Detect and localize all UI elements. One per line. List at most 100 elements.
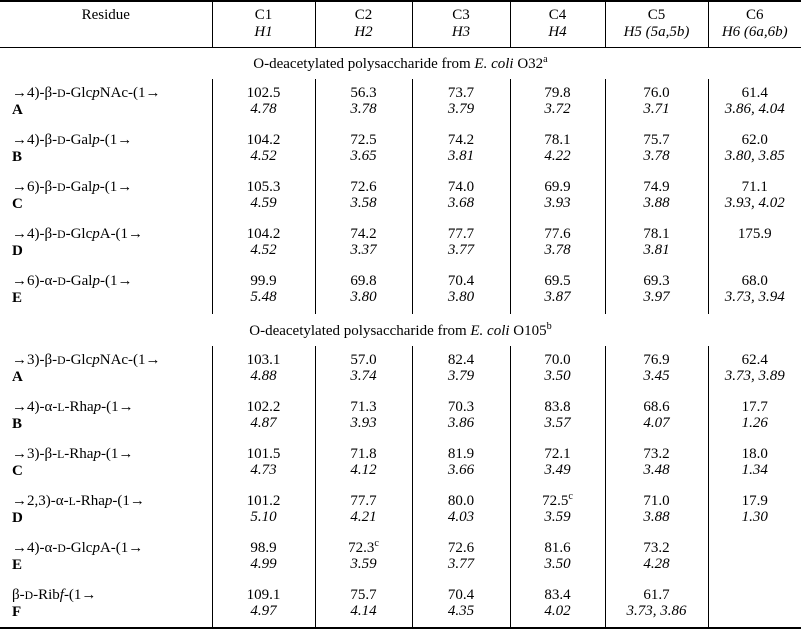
italic-text: f bbox=[59, 587, 64, 603]
carbon-shift-value: 69.3 bbox=[643, 273, 670, 289]
shift-cell: 79.8 3.72 bbox=[509, 79, 605, 126]
shift-cell: 80.0 4.03 bbox=[411, 487, 510, 534]
proton-header: H6 (6a,6b) bbox=[721, 24, 788, 40]
text-segment: -Glc bbox=[65, 352, 93, 368]
shift-cell: 68.0 3.73, 3.94 bbox=[707, 267, 801, 314]
shift-cell: 71.8 4.12 bbox=[314, 440, 412, 487]
residue-name: β-D-Ribf-(1→ bbox=[12, 587, 211, 604]
proton-shift-value: 3.80 bbox=[447, 289, 475, 305]
table-row: β-D-Ribf-(1→ F 109.1 4.97 75.7 4.14 70.4 4.35 83… bbox=[0, 581, 801, 628]
carbon-shift-value: 77.7 bbox=[350, 493, 377, 509]
carbon-shift-value: 99.9 bbox=[250, 273, 277, 289]
smallcaps-text: D bbox=[57, 228, 66, 241]
residue-cell: →2,3)-α-L-Rhap-(1→ D bbox=[0, 487, 212, 534]
residue-label: F bbox=[12, 604, 22, 620]
smallcaps-text: D bbox=[24, 589, 34, 602]
text-segment: →6)-α- bbox=[12, 273, 58, 289]
proton-shift-value: 3.73, 3.94 bbox=[724, 289, 785, 305]
proton-shift-value: 4.03 bbox=[447, 509, 475, 525]
carbon-shift-value: 83.8 bbox=[544, 399, 571, 415]
proton-shift-value: 3.78 bbox=[643, 148, 670, 164]
proton-shift-value: 5.48 bbox=[250, 289, 277, 305]
residue-label: E bbox=[12, 290, 23, 306]
footnote-marker: c bbox=[568, 491, 573, 502]
carbon-shift-value: 71.3 bbox=[350, 399, 377, 415]
column-header-c4: C4 H4 bbox=[509, 1, 605, 47]
carbon-shift-value: 72.6 bbox=[350, 179, 377, 195]
shift-cell: 104.2 4.52 bbox=[211, 220, 315, 267]
table-row: →6)-α-D-Galp-(1→ E 99.9 5.48 69.8 3.80 70.4 3.8… bbox=[0, 267, 801, 314]
carbon-shift-value: 69.5 bbox=[544, 273, 571, 289]
carbon-shift-value: 102.2 bbox=[246, 399, 281, 415]
proton-shift-value: 4.52 bbox=[250, 242, 277, 258]
proton-shift-value: 3.88 bbox=[643, 195, 670, 211]
shift-cell: 70.4 4.35 bbox=[411, 581, 510, 628]
carbon-shift-value: 74.2 bbox=[350, 226, 377, 242]
carbon-shift-value: 17.9 bbox=[741, 493, 768, 509]
shift-cell: 78.1 3.81 bbox=[604, 220, 708, 267]
proton-shift-value: 3.87 bbox=[544, 289, 571, 305]
residue-name: →3)-β-L-Rhap-(1→ bbox=[12, 446, 211, 463]
shift-cell: 69.5 3.87 bbox=[509, 267, 605, 314]
carbon-shift-value: 70.4 bbox=[447, 587, 475, 603]
proton-shift-value: 3.37 bbox=[350, 242, 377, 258]
carbon-shift-value: 102.5 bbox=[246, 85, 281, 101]
proton-shift-value: 4.12 bbox=[350, 462, 377, 478]
proton-shift-value: 3.48 bbox=[643, 462, 670, 478]
section-title: O-deacetylated polysaccharide from E. co… bbox=[0, 47, 801, 79]
residue-name: →4)-α-L-Rhap-(1→ bbox=[12, 399, 211, 416]
shift-cell: 72.5c 3.59 bbox=[509, 487, 605, 534]
shift-cell: 56.3 3.78 bbox=[314, 79, 412, 126]
carbon-shift-value: 61.7 bbox=[643, 587, 670, 603]
proton-shift-value: 3.78 bbox=[544, 242, 571, 258]
proton-shift-value: 3.93 bbox=[544, 195, 571, 211]
proton-shift-value: 1.26 bbox=[741, 415, 768, 431]
proton-shift-value: 1.30 bbox=[741, 509, 768, 525]
proton-shift-value: 3.50 bbox=[544, 368, 571, 384]
proton-header: H1 bbox=[254, 24, 273, 40]
residue-name: →2,3)-α-L-Rhap-(1→ bbox=[12, 493, 211, 510]
shift-cell: 81.6 3.50 bbox=[509, 534, 605, 581]
table-row: →4)-β-D-GlcpA-(1→ D 104.2 4.52 74.2 3.37 77.7 3… bbox=[0, 220, 801, 267]
proton-shift-value: 3.65 bbox=[350, 148, 377, 164]
residue-cell: →4)-β-D-GlcpA-(1→ D bbox=[0, 220, 212, 267]
column-header-c3: C3 H3 bbox=[411, 1, 510, 47]
carbon-shift-value: 75.7 bbox=[643, 132, 670, 148]
table-row: →6)-β-D-Galp-(1→ C 105.3 4.59 72.6 3.58 74.0 3.… bbox=[0, 173, 801, 220]
proton-shift-value: 3.79 bbox=[447, 368, 475, 384]
shift-cell: 75.7 3.78 bbox=[604, 126, 708, 173]
sup-text: a bbox=[543, 54, 548, 66]
shift-cell: 75.7 4.14 bbox=[314, 581, 412, 628]
carbon-shift-value: 77.6 bbox=[544, 226, 571, 242]
column-header-c6: C6 H6 (6a,6b) bbox=[707, 1, 801, 47]
residue-label: C bbox=[12, 196, 23, 212]
proton-shift-value: 3.97 bbox=[643, 289, 670, 305]
italic-text: p bbox=[92, 273, 100, 289]
text-segment: -Rha bbox=[75, 493, 105, 509]
carbon-shift-value: 72.5 bbox=[350, 132, 377, 148]
proton-shift-value: 4.02 bbox=[544, 603, 571, 619]
carbon-shift-value: 71.0 bbox=[643, 493, 670, 509]
shift-cell: 76.0 3.71 bbox=[604, 79, 708, 126]
proton-shift-value: 4.07 bbox=[643, 415, 670, 431]
section-title-row: O-deacetylated polysaccharide from E. co… bbox=[0, 47, 801, 79]
carbon-shift-value: 62.4 bbox=[741, 352, 768, 368]
italic-text: p bbox=[93, 399, 102, 415]
proton-shift-value: 3.81 bbox=[447, 148, 475, 164]
smallcaps-text: D bbox=[57, 134, 66, 147]
residue-name: →4)-β-D-GlcpA-(1→ bbox=[12, 226, 211, 243]
shift-cell: 17.7 1.26 bbox=[707, 393, 801, 440]
column-header-c1: C1 H1 bbox=[211, 1, 315, 47]
section-title-row: O-deacetylated polysaccharide from E. co… bbox=[0, 314, 801, 346]
carbon-shift-value: 175.9 bbox=[737, 226, 772, 242]
carbon-shift-value: 69.8 bbox=[350, 273, 377, 289]
carbon-shift-value: 62.0 bbox=[741, 132, 768, 148]
shift-cell: 175.9 bbox=[707, 220, 801, 267]
carbon-shift-value: 76.9 bbox=[643, 352, 670, 368]
proton-shift-value: 3.74 bbox=[350, 368, 377, 384]
shift-cell: 17.9 1.30 bbox=[707, 487, 801, 534]
carbon-shift-value: 109.1 bbox=[246, 587, 281, 603]
carbon-header: C1 bbox=[254, 7, 273, 23]
shift-cell: 104.2 4.52 bbox=[211, 126, 315, 173]
proton-shift-value: 3.93 bbox=[350, 415, 377, 431]
